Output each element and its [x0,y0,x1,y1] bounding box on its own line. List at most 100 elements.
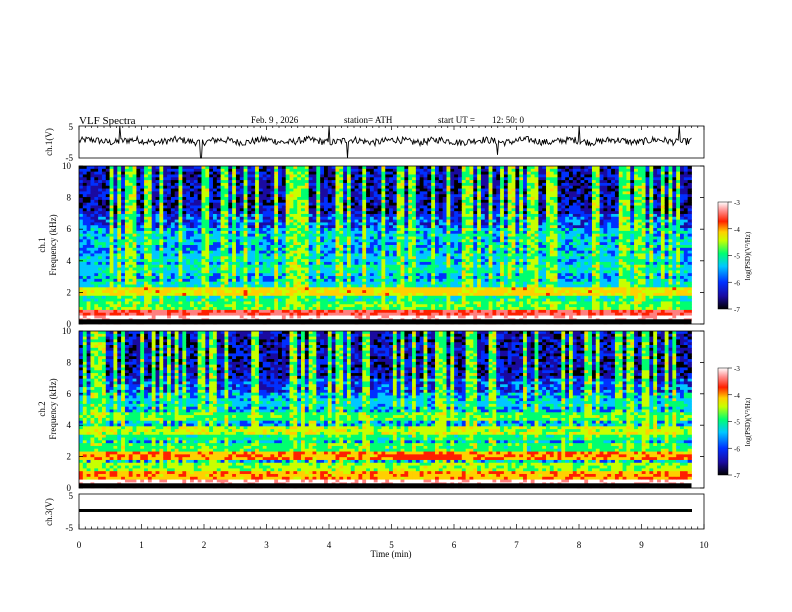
spectrogram-cell [128,197,133,201]
spectrogram-cell [82,194,88,198]
spectrogram-cell [301,197,306,201]
spectrogram-cell [373,182,378,187]
spectrogram-cell [132,270,137,274]
spectrogram-cell [369,261,375,266]
spectrogram-cell [212,261,218,266]
spectrogram-cell [301,312,306,316]
spectrogram-cell [117,228,122,232]
spectrogram-cell [255,315,260,319]
spectrogram-cell [159,287,164,291]
spectrogram-cell [354,202,359,206]
spectrogram-cell [82,304,88,308]
spectrogram-cell [255,267,260,271]
spectrogram-cell [94,216,99,221]
spectrogram-cell [262,267,267,271]
spectrogram-cell [216,213,222,218]
spectrogram-cell [243,211,248,215]
spectrogram-cell [392,267,398,271]
spectrogram-cell [144,188,149,192]
spectrogram-cell [90,287,95,291]
spectrogram-cell [197,225,202,229]
spectrogram-cell [136,168,141,173]
spectrogram-cell [270,250,275,254]
spectrogram-cell [90,213,95,218]
spectrogram-cell [408,261,413,266]
spectrogram-cell [228,242,233,246]
spectrogram-cell [396,213,401,218]
spectrogram-cell [205,298,210,302]
spectrogram-cell [239,250,245,254]
spectrogram-cell [182,309,187,314]
spectrogram-cell [301,270,306,274]
spectrogram-cell [82,174,88,178]
spectrogram-cell [94,194,99,198]
spectrogram-cell [339,292,344,297]
spectrogram-cell [297,188,302,192]
spectrogram-cell [339,298,344,302]
spectrogram-cell [193,312,199,316]
spectrogram-cell [331,239,336,243]
spectrogram-cell [182,194,187,198]
spectrogram-cell [362,273,367,277]
spectrogram-cell [408,228,413,232]
spectrogram-cell [220,309,225,314]
spectrogram-cell [82,177,88,181]
spectrogram-cell [132,191,137,195]
spectrogram-cell [113,259,118,263]
spectrogram-cell [90,273,95,277]
spectrogram-cell [121,177,126,181]
spectrogram-cell [381,216,386,221]
spectrogram-cell [354,219,359,223]
spectrogram-cell [197,202,202,206]
spectrogram-cell [343,188,348,192]
spectrogram-cell [385,315,390,319]
spectrogram-cell [274,261,279,266]
spectrogram-cell [109,312,114,316]
spectrogram-cell [232,264,237,268]
spectrogram-cell [113,278,118,283]
spectrogram-cell [262,222,267,226]
spectrogram-cell [289,216,294,221]
spectrogram-cell [117,197,122,201]
spectrogram-cell [415,233,421,237]
spectrogram-cell [232,222,237,226]
spectrogram-cell [247,194,252,198]
spectrogram-cell [105,304,111,308]
spectrogram-cell [389,259,394,263]
spectrogram-cell [224,307,229,311]
spectrogram-cell [366,199,371,204]
spectrogram-cell [373,315,378,319]
spectrogram-cell [159,259,164,263]
spectrogram-cell [316,216,321,221]
spectrogram-cell [366,168,371,173]
spectrogram-cell [297,253,302,257]
spectrogram-cell [377,278,382,283]
spectrogram-cell [224,182,229,187]
spectrogram-cell [167,225,172,229]
spectrogram-cell [327,168,333,173]
spectrogram-cell [216,261,222,266]
spectrogram-cell [90,278,95,283]
spectrogram-cell [312,171,317,175]
spectrogram-cell [144,222,149,226]
spectrogram-cell [167,199,172,204]
spectrogram-cell [266,174,271,178]
spectrogram-cell [369,290,375,294]
spectrogram-cell [258,236,264,240]
spectrogram-cell [362,208,367,212]
spectrogram-cell [281,166,287,170]
spectrogram-cell [251,292,256,297]
spectrogram-cell [316,301,321,305]
spectrogram-cell [186,287,191,291]
spectrogram-cell [400,213,405,218]
spectrogram-cell [239,273,245,277]
spectrogram-cell [377,216,382,221]
spectrogram-cell [297,281,302,285]
spectrogram-cell [117,256,122,260]
spectrogram-cell [316,168,321,173]
spectrogram-cell [274,191,279,195]
spectrogram-cell [389,182,394,187]
spectrogram-cell [147,233,153,237]
spectrogram-cell [193,233,199,237]
spectrogram-cell [396,239,401,243]
